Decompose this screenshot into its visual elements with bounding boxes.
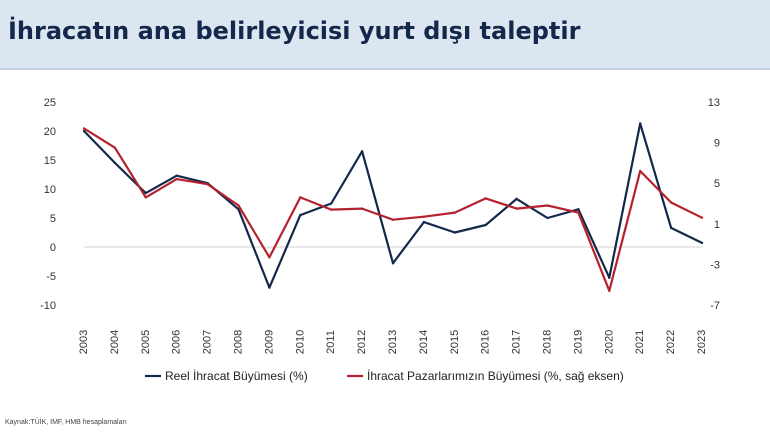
data-point bbox=[608, 289, 611, 292]
x-tick-label: 2014 bbox=[418, 330, 430, 354]
right-tick-label: -7 bbox=[710, 300, 720, 312]
data-point bbox=[175, 177, 178, 181]
data-point bbox=[639, 169, 642, 173]
series-line-export-market-growth bbox=[83, 127, 703, 292]
data-point bbox=[268, 286, 271, 289]
page-title: İhracatın ana belirleyicisi yurt dışı ta… bbox=[8, 17, 581, 45]
data-point bbox=[237, 208, 240, 211]
data-point bbox=[360, 207, 364, 210]
data-point bbox=[546, 216, 549, 220]
x-tick-label: 2015 bbox=[449, 330, 461, 354]
x-tick-label: 2007 bbox=[202, 330, 214, 354]
data-point bbox=[206, 183, 209, 186]
data-point bbox=[299, 196, 302, 199]
data-point bbox=[639, 122, 642, 125]
data-point bbox=[515, 207, 518, 210]
x-tick-label: 2003 bbox=[78, 330, 90, 354]
data-point bbox=[700, 241, 704, 245]
x-tick-label: 2019 bbox=[572, 330, 584, 354]
x-tick-label: 2005 bbox=[140, 330, 152, 354]
data-point bbox=[515, 197, 518, 201]
x-tick-label: 2020 bbox=[603, 330, 615, 354]
x-tick-label: 2016 bbox=[480, 330, 492, 354]
left-tick-label: 0 bbox=[50, 242, 56, 254]
data-point bbox=[268, 256, 271, 259]
data-point bbox=[113, 146, 117, 149]
series-lines bbox=[82, 122, 704, 292]
right-tick-label: 13 bbox=[708, 97, 720, 109]
left-axis: -10 -5 0 5 10 15 20 25 bbox=[40, 97, 56, 312]
data-point bbox=[669, 201, 673, 204]
right-tick-label: 9 bbox=[714, 138, 720, 150]
data-point bbox=[299, 213, 302, 217]
right-tick-label: 1 bbox=[714, 219, 720, 231]
data-point bbox=[391, 262, 395, 265]
data-point bbox=[422, 215, 426, 218]
title-bar: İhracatın ana belirleyicisi yurt dışı ta… bbox=[0, 0, 770, 70]
x-axis: 2003 2004 2005 2006 2007 2008 2009 2010 2011 2012… bbox=[78, 330, 708, 354]
data-point bbox=[391, 218, 395, 221]
left-tick-label: 15 bbox=[44, 155, 56, 167]
x-tick-label: 2017 bbox=[511, 330, 523, 354]
left-tick-label: 5 bbox=[50, 213, 56, 225]
left-tick-label: -10 bbox=[40, 300, 56, 312]
data-point bbox=[484, 197, 487, 200]
data-point bbox=[422, 220, 426, 224]
left-tick-label: 10 bbox=[44, 184, 56, 196]
left-tick-label: 20 bbox=[44, 126, 56, 138]
data-point bbox=[360, 150, 364, 153]
source-note: Kaynak:TÜİK, IMF, HMB hesaplamaları bbox=[5, 419, 127, 426]
left-tick-label: -5 bbox=[46, 271, 56, 283]
data-point bbox=[577, 208, 580, 211]
x-tick-label: 2006 bbox=[171, 330, 183, 354]
data-point bbox=[237, 204, 240, 207]
legend: Reel İhracat Büyümesi (%) İhracat Pazarla… bbox=[145, 369, 624, 383]
x-tick-label: 2018 bbox=[542, 330, 554, 354]
x-tick-label: 2004 bbox=[109, 330, 121, 354]
right-tick-label: -3 bbox=[710, 259, 720, 271]
x-tick-label: 2021 bbox=[634, 330, 646, 354]
x-tick-label: 2022 bbox=[665, 330, 677, 354]
data-point bbox=[577, 211, 580, 214]
right-axis: -7 -3 1 5 9 13 bbox=[708, 97, 720, 312]
data-point bbox=[82, 129, 86, 133]
data-point bbox=[546, 204, 549, 207]
x-tick-label: 2012 bbox=[356, 330, 368, 354]
data-point bbox=[144, 196, 147, 199]
legend-label: Reel İhracat Büyümesi (%) bbox=[165, 369, 308, 383]
data-point bbox=[453, 211, 456, 214]
legend-label: İhracat Pazarlarımızın Büyümesi (%, sağ … bbox=[367, 369, 624, 383]
data-point bbox=[330, 208, 333, 211]
right-tick-label: 5 bbox=[714, 178, 720, 190]
x-tick-label: 2011 bbox=[325, 330, 337, 354]
data-point bbox=[330, 202, 333, 205]
data-point bbox=[608, 276, 611, 279]
data-point bbox=[700, 216, 704, 219]
data-point bbox=[175, 174, 178, 177]
data-point bbox=[82, 127, 86, 130]
data-point bbox=[669, 226, 673, 230]
x-tick-label: 2010 bbox=[294, 330, 306, 354]
x-tick-label: 2008 bbox=[233, 330, 245, 354]
data-point bbox=[453, 231, 456, 234]
left-tick-label: 25 bbox=[44, 97, 56, 109]
x-tick-label: 2023 bbox=[696, 330, 708, 354]
data-point bbox=[484, 223, 487, 227]
data-point bbox=[144, 191, 147, 195]
data-point bbox=[113, 161, 117, 165]
x-tick-label: 2009 bbox=[263, 330, 275, 354]
x-tick-label: 2013 bbox=[387, 330, 399, 354]
